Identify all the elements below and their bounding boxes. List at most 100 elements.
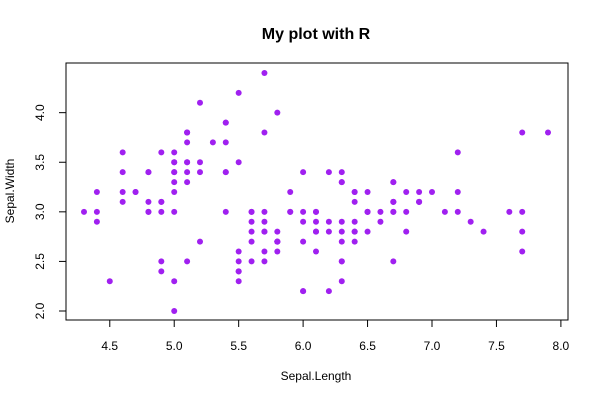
data-point: [274, 228, 281, 235]
data-point: [222, 139, 229, 146]
data-point: [429, 189, 435, 195]
data-point: [197, 169, 203, 176]
data-point: [261, 70, 268, 76]
data-point: [222, 119, 229, 126]
data-point: [248, 238, 255, 245]
data-point: [145, 198, 152, 205]
data-point: [377, 208, 384, 215]
data-point: [184, 129, 191, 136]
data-point: [338, 278, 345, 285]
data-point: [300, 169, 307, 176]
data-point: [519, 248, 526, 255]
x-axis: 4.5 5.0 5.5 6.0 6.5 7.0 7.5 8.0: [101, 319, 570, 353]
data-point: [93, 189, 100, 195]
data-point: [171, 179, 178, 186]
data-point: [338, 238, 345, 245]
y-tick-label: 3.5: [33, 154, 47, 171]
x-tick-label: 4.5: [101, 339, 118, 353]
data-point: [261, 248, 268, 255]
data-point: [171, 159, 178, 166]
data-point: [545, 129, 551, 136]
data-point: [184, 159, 191, 166]
data-point: [132, 189, 139, 195]
data-point: [325, 169, 332, 176]
data-point: [390, 258, 397, 265]
data-point: [235, 159, 242, 166]
data-point: [222, 208, 229, 215]
y-tick-label: 4.0: [33, 104, 47, 121]
data-point: [519, 208, 526, 215]
data-point: [158, 268, 165, 275]
data-point: [390, 198, 397, 205]
data-point: [274, 109, 281, 116]
data-point: [171, 308, 178, 314]
x-axis-label: Sepal.Length: [281, 369, 352, 383]
data-point: [197, 159, 203, 166]
data-point: [454, 208, 461, 215]
data-point: [235, 268, 242, 275]
chart-title: My plot with R: [262, 26, 371, 43]
data-point: [467, 218, 474, 225]
data-point: [390, 179, 397, 186]
x-tick-label: 5.5: [230, 339, 247, 353]
data-point: [261, 129, 268, 136]
data-point: [300, 288, 307, 295]
data-point: [145, 208, 152, 215]
data-point: [351, 238, 358, 245]
data-point: [248, 228, 255, 235]
data-point: [235, 278, 242, 285]
data-point: [158, 198, 165, 205]
y-tick-label: 2.0: [33, 302, 47, 319]
data-point: [287, 208, 294, 215]
data-point: [377, 218, 384, 225]
data-point: [441, 208, 448, 215]
data-point: [338, 179, 345, 186]
data-point: [93, 208, 100, 215]
data-point: [325, 218, 332, 225]
data-point: [184, 139, 191, 146]
data-point: [158, 149, 165, 156]
x-tick-label: 7.5: [488, 339, 505, 353]
data-point: [338, 218, 345, 225]
data-point: [416, 189, 423, 195]
data-point: [119, 198, 126, 205]
data-point: [197, 99, 203, 106]
data-point: [171, 208, 178, 215]
data-point: [300, 208, 307, 215]
y-axis: 2.0 2.5 3.0 3.5 4.0: [33, 104, 67, 319]
data-point: [454, 149, 461, 156]
data-point: [364, 228, 371, 235]
data-point: [274, 248, 281, 255]
data-point: [235, 248, 242, 255]
data-point: [287, 189, 294, 195]
data-point: [519, 228, 526, 235]
y-axis-label: Sepal.Width: [3, 159, 17, 224]
data-point: [313, 248, 319, 255]
data-point: [184, 258, 191, 265]
data-point: [171, 189, 178, 195]
data-point: [364, 189, 371, 195]
data-point: [300, 218, 307, 225]
data-point: [519, 129, 526, 136]
data-point: [403, 228, 410, 235]
data-point: [145, 169, 152, 176]
data-point: [235, 258, 242, 265]
x-tick-label: 6.5: [359, 339, 376, 353]
data-point: [261, 228, 268, 235]
data-point: [351, 218, 358, 225]
x-tick-label: 8.0: [553, 339, 570, 353]
data-point: [416, 198, 423, 205]
data-point: [338, 258, 345, 265]
data-point: [338, 228, 345, 235]
data-point: [184, 179, 191, 186]
data-point: [248, 218, 255, 225]
data-point: [390, 208, 397, 215]
data-point: [261, 258, 268, 265]
data-point: [119, 149, 126, 156]
data-point: [171, 149, 178, 156]
data-point: [300, 238, 307, 245]
data-point: [106, 278, 113, 285]
data-point: [506, 208, 513, 215]
data-point: [119, 189, 126, 195]
